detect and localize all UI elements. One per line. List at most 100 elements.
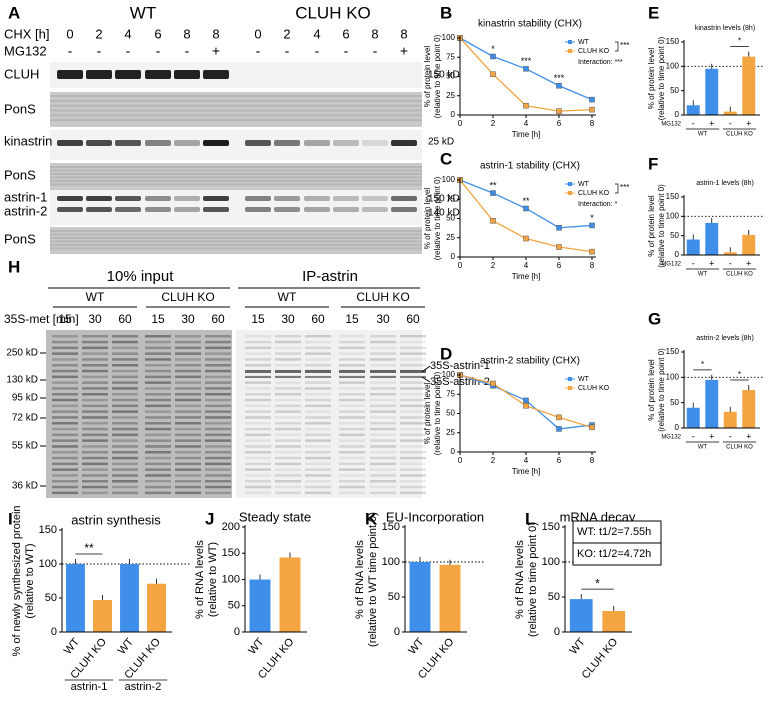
y-tick-label: 0 <box>234 626 240 638</box>
lane-band <box>112 369 138 373</box>
lane-band <box>112 491 138 495</box>
y-axis-label: % of RNA levels <box>354 540 366 619</box>
lane-band <box>339 485 365 489</box>
lane-label: 15 <box>251 312 265 326</box>
lane-band <box>245 404 271 408</box>
bar <box>409 562 431 632</box>
marker <box>490 53 496 60</box>
lane-band <box>145 439 171 442</box>
lane-band <box>245 468 271 471</box>
marker <box>490 380 496 387</box>
lane-band <box>175 422 201 425</box>
band <box>145 196 171 201</box>
lane-band <box>82 462 108 466</box>
y-axis-label: % of RNA levels <box>514 540 526 619</box>
lane-band <box>82 352 108 355</box>
pons-band <box>50 169 422 172</box>
lane-band <box>370 491 396 495</box>
y-tick-label: 25 <box>446 428 455 437</box>
lane-band <box>145 491 171 495</box>
lane-band <box>370 427 396 431</box>
lane-label: - <box>373 43 378 59</box>
lane-band <box>82 427 108 431</box>
lane-label: 0 <box>254 26 261 41</box>
blot-ip <box>236 330 422 498</box>
lane-band <box>112 416 138 419</box>
group-label: CLUH KO <box>161 290 214 304</box>
bar <box>602 611 626 632</box>
lane-band <box>205 433 231 437</box>
x-tick-label: + <box>709 258 714 268</box>
y-tick-label: 50 <box>388 591 400 603</box>
lane-band <box>112 456 138 460</box>
lane-band <box>305 456 331 460</box>
lane-band <box>305 451 331 454</box>
interaction-label: Interaction: * <box>578 201 618 208</box>
lane-band <box>82 456 108 460</box>
lane-label: - <box>344 43 349 59</box>
legend-marker <box>568 191 572 195</box>
lane-band <box>400 491 426 495</box>
lane-band <box>245 480 271 483</box>
pons-band <box>50 233 422 236</box>
lane-band <box>245 485 271 489</box>
y-tick-label: 50 <box>446 214 455 223</box>
lane-band <box>275 422 301 425</box>
lane-band <box>205 439 231 442</box>
lane-band <box>205 485 231 489</box>
lane-band <box>205 335 231 338</box>
pons-band <box>50 114 422 117</box>
lane-band <box>175 439 201 442</box>
lane-band <box>400 451 426 454</box>
y-tick-label: 75 <box>446 389 455 398</box>
bar <box>705 68 719 115</box>
panel-label: F <box>648 154 658 173</box>
lane-band <box>305 340 331 344</box>
lane-band <box>400 335 426 338</box>
lane-band <box>305 358 331 361</box>
y-axis-label: % of protein level <box>423 188 432 250</box>
lane-band <box>52 352 78 355</box>
legend-label: WT <box>578 181 590 188</box>
lane-band <box>305 427 331 431</box>
marker <box>556 108 562 114</box>
lane-band <box>52 410 78 413</box>
lane-band <box>52 445 78 448</box>
y-tick-label: 50 <box>670 86 679 95</box>
y-axis-label: (relative to time point 0) <box>657 348 666 432</box>
lane-band <box>175 451 201 454</box>
band <box>400 376 426 378</box>
lane-band <box>305 387 331 390</box>
panel-label: G <box>648 309 661 328</box>
y-tick-label: 0 <box>675 250 680 259</box>
lane-band <box>175 375 201 379</box>
lane-band <box>370 352 396 355</box>
significance-mark: *** <box>554 73 565 83</box>
blot-strip <box>50 190 422 225</box>
lane-band <box>175 364 201 367</box>
significance-mark: * <box>701 360 704 369</box>
panel-label: L <box>525 509 535 528</box>
band <box>245 376 271 378</box>
lane-band <box>305 468 331 471</box>
chart-title: astrin synthesis <box>71 512 161 527</box>
blot-header: IP-astrin <box>302 268 358 285</box>
lane-band <box>245 439 271 442</box>
y-tick-label: 100 <box>542 556 560 568</box>
lane-band <box>245 346 271 350</box>
x-tick-label: - <box>729 118 732 128</box>
lane-label: - <box>256 43 261 59</box>
lane-band <box>275 445 301 448</box>
lane-band <box>145 422 171 425</box>
band <box>333 196 359 201</box>
band <box>174 140 200 146</box>
chart-title: kinastrin levels (8h) <box>695 25 755 32</box>
panel-label: A <box>8 3 20 22</box>
bar <box>686 239 700 255</box>
band <box>274 207 300 212</box>
y-tick-label: 50 <box>446 72 455 81</box>
band <box>391 196 417 201</box>
x-tick-label: - <box>692 258 695 268</box>
group-label: WT <box>698 445 708 451</box>
